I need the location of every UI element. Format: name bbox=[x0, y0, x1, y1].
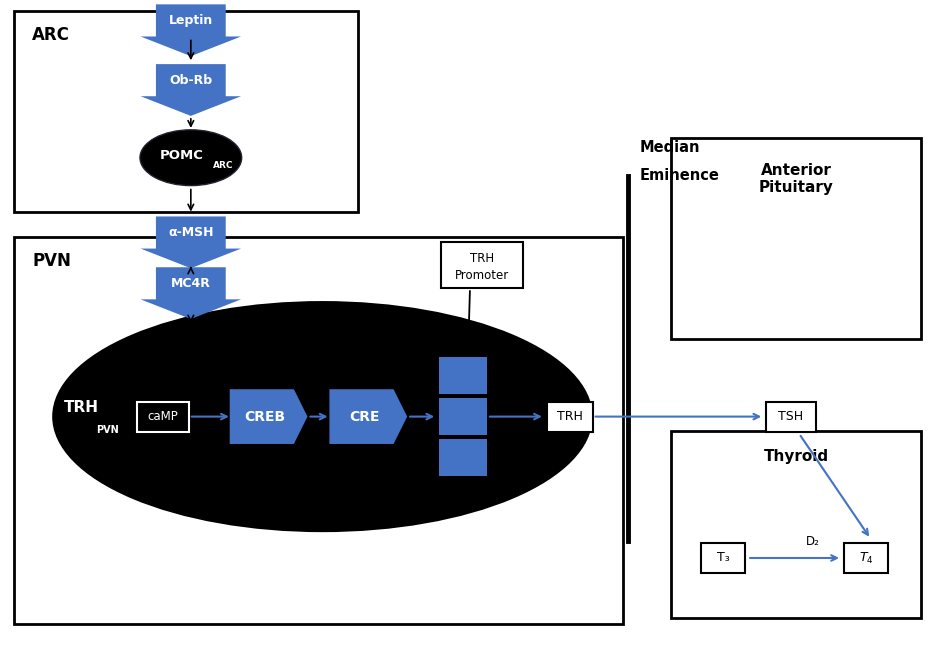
Text: Promoter: Promoter bbox=[455, 269, 509, 281]
Bar bbox=[439, 439, 487, 476]
Bar bbox=[441, 243, 523, 288]
Bar bbox=[844, 543, 887, 573]
Bar bbox=[439, 398, 487, 435]
Bar bbox=[701, 543, 745, 573]
Ellipse shape bbox=[53, 302, 592, 531]
Text: α-MSH: α-MSH bbox=[168, 226, 213, 239]
Bar bbox=[14, 12, 358, 212]
Bar bbox=[671, 138, 921, 339]
Text: TRH: TRH bbox=[557, 410, 582, 423]
Polygon shape bbox=[140, 5, 241, 56]
Text: MC4R: MC4R bbox=[171, 277, 211, 290]
Polygon shape bbox=[140, 217, 241, 269]
Polygon shape bbox=[140, 64, 241, 116]
Text: D₂: D₂ bbox=[806, 534, 819, 547]
Text: PVN: PVN bbox=[96, 424, 119, 435]
Text: CREB: CREB bbox=[244, 410, 285, 424]
Text: $T_4$: $T_4$ bbox=[858, 551, 873, 565]
Text: Ob-Rb: Ob-Rb bbox=[169, 74, 212, 87]
Ellipse shape bbox=[140, 130, 241, 186]
Text: TRH: TRH bbox=[65, 400, 99, 415]
Polygon shape bbox=[229, 389, 308, 444]
Text: Eminence: Eminence bbox=[639, 168, 720, 183]
Text: Median: Median bbox=[639, 140, 700, 155]
Text: ARC: ARC bbox=[212, 161, 233, 170]
Text: Thyroid: Thyroid bbox=[764, 449, 828, 464]
Text: TSH: TSH bbox=[779, 410, 804, 423]
Text: T₃: T₃ bbox=[717, 551, 730, 564]
Bar bbox=[137, 402, 189, 432]
Text: POMC: POMC bbox=[160, 149, 204, 162]
Text: caMP: caMP bbox=[148, 410, 178, 423]
Text: TRH: TRH bbox=[470, 252, 494, 265]
Text: PVN: PVN bbox=[33, 252, 71, 270]
Polygon shape bbox=[329, 389, 407, 444]
Text: CRE: CRE bbox=[349, 410, 380, 424]
Bar bbox=[14, 237, 622, 624]
Text: Anterior
Pituitary: Anterior Pituitary bbox=[758, 162, 833, 195]
Text: ARC: ARC bbox=[33, 27, 70, 44]
Bar bbox=[439, 357, 487, 394]
Bar bbox=[547, 402, 592, 432]
Polygon shape bbox=[140, 267, 241, 319]
Text: Leptin: Leptin bbox=[168, 14, 213, 27]
Bar bbox=[766, 402, 816, 432]
Bar bbox=[671, 430, 921, 618]
